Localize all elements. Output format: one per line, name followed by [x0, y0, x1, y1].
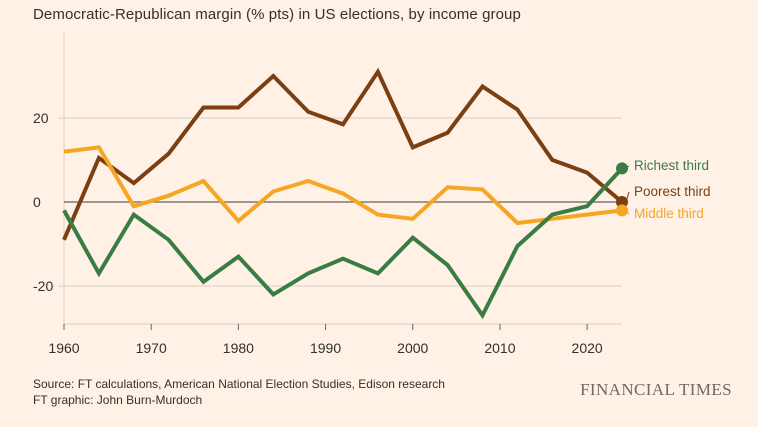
- x-tick-label: 1970: [136, 340, 167, 356]
- series-labels: Richest third Poorest third Middle third: [625, 158, 711, 221]
- x-tick-label: 2000: [397, 340, 428, 356]
- chart-title: Democratic-Republican margin (% pts) in …: [33, 6, 521, 23]
- graphic-credit: FT graphic: John Burn-Murdoch: [33, 393, 203, 407]
- x-tick-label: 1960: [48, 340, 79, 356]
- series-line-middle: [63, 145, 623, 226]
- chart-footer: Source: FT calculations, American Nation…: [33, 376, 445, 408]
- series-end-point-middle: [616, 204, 628, 217]
- series-label-middle: Middle third: [634, 206, 704, 221]
- x-tick-label: 1990: [310, 340, 341, 356]
- source-note: Source: FT calculations, American Nation…: [33, 377, 445, 391]
- series-end-point-poorest: [616, 196, 628, 208]
- label-leader-middle: [625, 210, 630, 215]
- y-tick-label: 0: [33, 194, 41, 210]
- y-tick-label: 20: [33, 110, 49, 126]
- y-tick-label: -20: [33, 278, 53, 294]
- x-tick-label: 1980: [223, 340, 254, 356]
- ft-logo: FINANCIAL TIMES: [580, 380, 732, 399]
- series-label-poorest: Poorest third: [634, 184, 711, 199]
- series-line-poorest: [62, 67, 624, 241]
- x-tick-label: 2020: [572, 340, 603, 356]
- grid: [58, 33, 622, 324]
- series-label-richest: Richest third: [634, 158, 709, 173]
- label-leader-richest: [625, 165, 630, 169]
- series-end-point-richest: [616, 162, 628, 175]
- y-axis: 20 0 -20: [33, 110, 53, 294]
- series-line-richest: [62, 167, 624, 320]
- x-tick-label: 2010: [484, 340, 515, 356]
- x-axis: 1960 1970 1980 1990 2000 2010 2020: [48, 323, 622, 356]
- series: [62, 67, 628, 320]
- label-leader-poorest: [625, 191, 630, 203]
